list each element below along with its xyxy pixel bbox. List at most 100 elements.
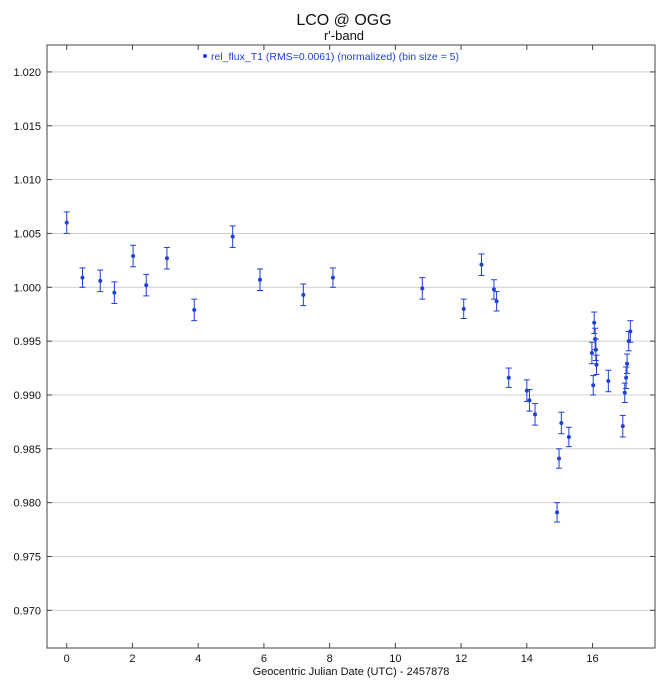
point-marker bbox=[330, 275, 335, 280]
data-point bbox=[593, 354, 600, 375]
data-point bbox=[554, 502, 561, 523]
point-marker bbox=[625, 361, 630, 366]
y-tick-label: 0.970 bbox=[13, 605, 41, 617]
data-point bbox=[111, 281, 118, 304]
point-marker bbox=[164, 256, 169, 261]
point-marker bbox=[620, 424, 625, 429]
point-marker bbox=[533, 412, 538, 417]
plot-area bbox=[46, 44, 656, 649]
point-marker bbox=[555, 510, 560, 515]
y-tick-label: 1.020 bbox=[13, 67, 41, 79]
data-point bbox=[191, 298, 198, 322]
x-tick-label: 6 bbox=[261, 653, 267, 665]
x-tick-label: 8 bbox=[327, 653, 333, 665]
point-marker bbox=[301, 292, 306, 297]
point-marker bbox=[80, 275, 85, 280]
y-tick-label: 1.000 bbox=[13, 282, 41, 294]
data-point bbox=[419, 277, 426, 300]
point-marker bbox=[506, 375, 511, 380]
point-marker bbox=[131, 254, 136, 259]
data-point bbox=[97, 269, 104, 293]
point-marker bbox=[230, 234, 235, 239]
point-marker bbox=[144, 283, 149, 288]
point-marker bbox=[593, 347, 598, 352]
data-point bbox=[523, 379, 530, 402]
x-tick-label: 16 bbox=[586, 653, 598, 665]
data-point bbox=[63, 211, 70, 234]
data-point bbox=[565, 426, 572, 448]
grid bbox=[47, 71, 655, 611]
y-tick-label: 0.985 bbox=[13, 444, 41, 456]
point-marker bbox=[591, 383, 596, 388]
data-point bbox=[556, 448, 563, 469]
data-point bbox=[558, 411, 565, 435]
point-marker bbox=[112, 290, 117, 295]
data-point bbox=[163, 246, 170, 270]
point-marker bbox=[494, 299, 499, 304]
data-point bbox=[490, 279, 497, 300]
data-point bbox=[526, 389, 533, 412]
point-marker bbox=[491, 287, 496, 292]
y-tick-label: 1.005 bbox=[13, 228, 41, 240]
point-marker bbox=[606, 378, 611, 383]
data-point bbox=[493, 291, 500, 312]
data-point bbox=[143, 273, 150, 297]
data-point bbox=[619, 414, 626, 438]
data-point bbox=[605, 369, 612, 393]
data-point bbox=[590, 375, 597, 396]
data-point bbox=[478, 253, 485, 276]
legend: rel_flux_T1 (RMS=0.0061) (normalized) (b… bbox=[203, 51, 459, 63]
x-tick-label: 0 bbox=[64, 653, 70, 665]
y-tick-label: 0.975 bbox=[13, 551, 41, 563]
x-tick-label: 4 bbox=[195, 653, 201, 665]
data-point bbox=[627, 320, 634, 343]
data-point bbox=[621, 382, 628, 403]
data-point bbox=[592, 338, 599, 361]
x-tick-label: 14 bbox=[521, 653, 533, 665]
data-point bbox=[532, 403, 539, 426]
point-marker bbox=[192, 307, 197, 312]
chart-title: LCO @ OGG bbox=[296, 12, 391, 29]
point-marker bbox=[98, 278, 103, 283]
point-marker bbox=[566, 434, 571, 439]
x-tick-label: 12 bbox=[455, 653, 467, 665]
x-tick-label: 10 bbox=[389, 653, 401, 665]
legend-marker bbox=[203, 54, 207, 58]
point-marker bbox=[592, 320, 597, 325]
point-marker bbox=[479, 262, 484, 267]
y-tick-label: 0.980 bbox=[13, 498, 41, 510]
y-tick-label: 0.990 bbox=[13, 390, 41, 402]
y-tick-label: 1.010 bbox=[13, 175, 41, 187]
data-point bbox=[79, 267, 86, 288]
x-axis-label: Geocentric Julian Date (UTC) - 2457878 bbox=[253, 666, 450, 678]
point-marker bbox=[589, 350, 594, 355]
data-point bbox=[460, 298, 467, 320]
chart-subtitle: r'-band bbox=[324, 28, 364, 43]
point-marker bbox=[257, 277, 262, 282]
point-marker bbox=[594, 362, 599, 367]
data-point bbox=[505, 367, 512, 388]
point-marker bbox=[559, 420, 564, 425]
point-marker bbox=[622, 390, 627, 395]
point-marker bbox=[557, 456, 562, 461]
point-marker bbox=[64, 220, 69, 225]
data-point bbox=[229, 225, 236, 248]
axes: 0.970 0.975 0.980 0.985 0.990 0.995 1.000 1.005… bbox=[13, 45, 655, 665]
data-series bbox=[63, 211, 634, 523]
data-point bbox=[256, 268, 263, 292]
point-marker bbox=[624, 375, 629, 380]
data-point bbox=[329, 267, 336, 288]
point-marker bbox=[461, 306, 466, 311]
point-marker bbox=[420, 286, 425, 291]
data-point bbox=[300, 283, 307, 307]
legend-label: rel_flux_T1 (RMS=0.0061) (normalized) (b… bbox=[211, 51, 459, 63]
y-tick-label: 0.995 bbox=[13, 336, 41, 348]
data-point bbox=[624, 353, 631, 374]
data-point bbox=[623, 366, 630, 389]
point-marker bbox=[628, 329, 633, 334]
point-marker bbox=[527, 398, 532, 403]
y-tick-label: 1.015 bbox=[13, 121, 41, 133]
data-point bbox=[588, 341, 595, 365]
data-point bbox=[591, 311, 598, 335]
